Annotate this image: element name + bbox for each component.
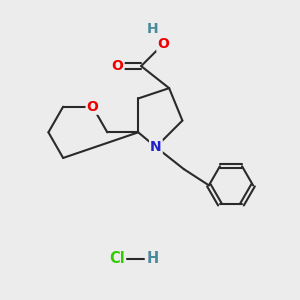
Text: N: N (150, 140, 162, 154)
Text: O: O (157, 37, 169, 51)
Text: O: O (112, 59, 124, 73)
Text: H: H (147, 251, 159, 266)
Text: Cl: Cl (109, 251, 125, 266)
Text: O: O (87, 100, 98, 114)
Text: H: H (147, 22, 159, 36)
